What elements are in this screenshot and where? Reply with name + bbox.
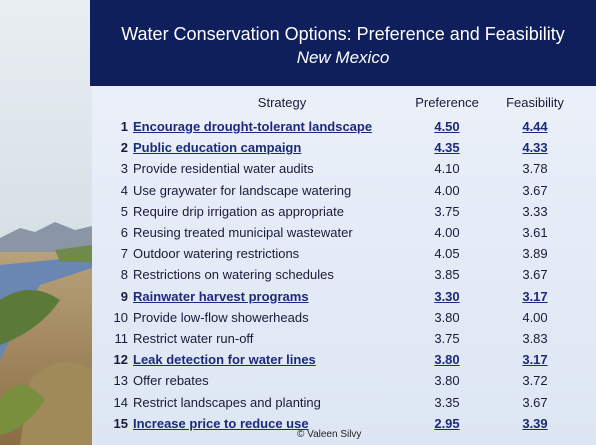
feasibility: 3.83	[505, 331, 565, 347]
row-number: 8	[108, 267, 128, 283]
strategy: Restrict landscapes and planting	[133, 395, 321, 411]
feasibility: 3.67	[505, 267, 565, 283]
feasibility: 3.67	[505, 183, 565, 199]
strategy: Restrict water run-off	[133, 331, 253, 347]
feasibility: 4.33	[505, 140, 565, 156]
strategy: Reusing treated municipal wastewater	[133, 225, 353, 241]
landscape-photo	[0, 0, 92, 445]
row-number: 12	[108, 352, 128, 368]
row-number: 7	[108, 246, 128, 262]
preference: 4.00	[417, 225, 477, 241]
strategy: Require drip irrigation as appropriate	[133, 204, 344, 220]
strategy: Use graywater for landscape watering	[133, 183, 351, 199]
feasibility: 4.44	[505, 119, 565, 135]
subtitle: New Mexico	[90, 48, 596, 68]
strategy: Public education campaign	[133, 140, 301, 156]
title: Water Conservation Options: Preference a…	[90, 24, 596, 45]
row-number: 14	[108, 395, 128, 411]
preference: 3.35	[417, 395, 477, 411]
strategy: Provide residential water audits	[133, 161, 314, 177]
feasibility: 3.39	[505, 416, 565, 432]
credit: © Valeen Silvy	[297, 429, 361, 440]
column-header: Strategy	[242, 95, 322, 111]
feasibility: 3.33	[505, 204, 565, 220]
strategy: Restrictions on watering schedules	[133, 267, 334, 283]
preference: 3.80	[417, 352, 477, 368]
preference: 4.00	[417, 183, 477, 199]
feasibility: 4.00	[505, 310, 565, 326]
feasibility: 3.67	[505, 395, 565, 411]
row-number: 2	[108, 140, 128, 156]
strategy: Provide low-flow showerheads	[133, 310, 309, 326]
feasibility: 3.78	[505, 161, 565, 177]
preference: 3.75	[417, 331, 477, 347]
slide: Water Conservation Options: Preference a…	[0, 0, 596, 445]
preference: 3.75	[417, 204, 477, 220]
feasibility: 3.17	[505, 289, 565, 305]
preference: 4.05	[417, 246, 477, 262]
row-number: 6	[108, 225, 128, 241]
preference: 4.35	[417, 140, 477, 156]
preference: 3.30	[417, 289, 477, 305]
strategy: Leak detection for water lines	[133, 352, 316, 368]
feasibility: 3.89	[505, 246, 565, 262]
strategy: Offer rebates	[133, 373, 209, 389]
feasibility: 3.17	[505, 352, 565, 368]
row-number: 1	[108, 119, 128, 135]
row-number: 15	[108, 416, 128, 432]
column-header: Preference	[407, 95, 487, 111]
row-number: 5	[108, 204, 128, 220]
row-number: 9	[108, 289, 128, 305]
strategy: Encourage drought-tolerant landscape	[133, 119, 372, 135]
feasibility: 3.72	[505, 373, 565, 389]
preference: 4.10	[417, 161, 477, 177]
row-number: 11	[108, 331, 128, 347]
row-number: 4	[108, 183, 128, 199]
strategy: Increase price to reduce use	[133, 416, 309, 432]
feasibility: 3.61	[505, 225, 565, 241]
row-number: 13	[108, 373, 128, 389]
title-bar: Water Conservation Options: Preference a…	[90, 0, 596, 86]
preference: 4.50	[417, 119, 477, 135]
preference: 3.80	[417, 373, 477, 389]
strategy: Rainwater harvest programs	[133, 289, 309, 305]
preference: 2.95	[417, 416, 477, 432]
row-number: 10	[108, 310, 128, 326]
preference: 3.85	[417, 267, 477, 283]
strategy: Outdoor watering restrictions	[133, 246, 299, 262]
row-number: 3	[108, 161, 128, 177]
preference: 3.80	[417, 310, 477, 326]
column-header: Feasibility	[495, 95, 575, 111]
